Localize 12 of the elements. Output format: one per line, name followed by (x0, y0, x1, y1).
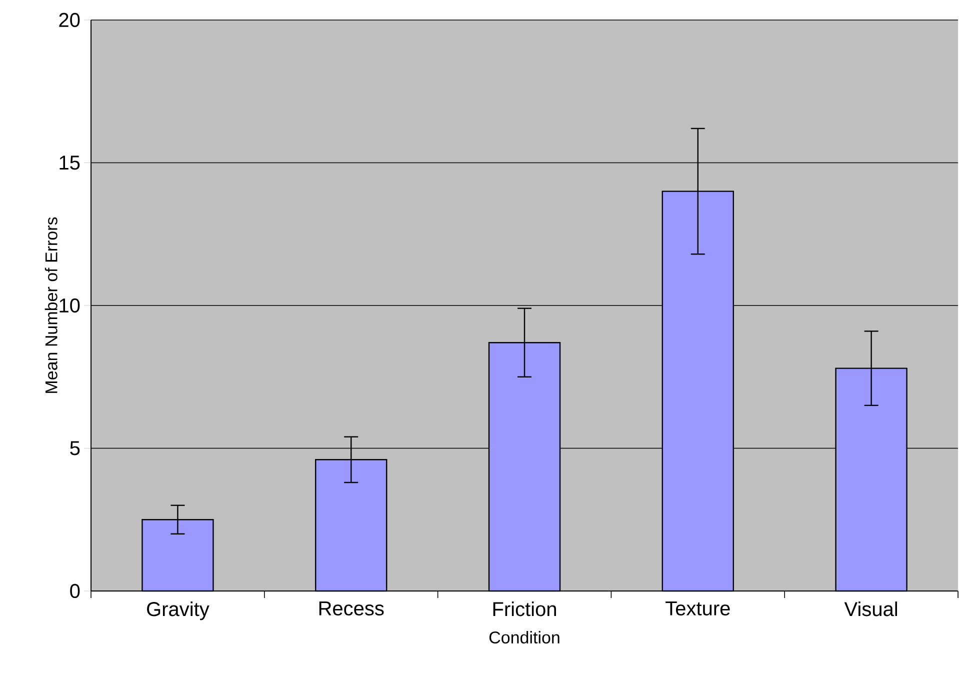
x-tick-label: Friction (493, 602, 556, 616)
x-tick-label: Recess (319, 602, 384, 616)
y-axis-title: Mean Number of Errors (44, 217, 58, 393)
y-tick-label: 10 (60, 298, 80, 313)
x-tick-label: Texture (666, 602, 730, 616)
x-tick-label: Visual (844, 602, 898, 616)
x-axis-title: Condition (489, 631, 560, 644)
y-tick-label: 20 (59, 12, 80, 28)
y-tick-label: 0 (70, 584, 80, 598)
x-tick-label: Gravity (147, 602, 210, 620)
y-tick-label: 15 (60, 156, 80, 170)
y-tick-label: 5 (70, 441, 80, 456)
